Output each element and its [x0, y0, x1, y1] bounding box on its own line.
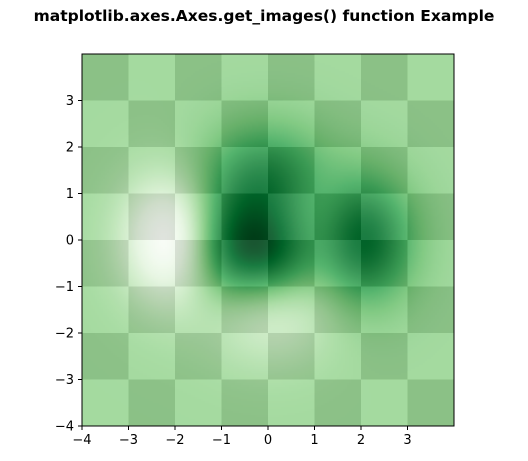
y-tick-label: −4 — [55, 420, 74, 435]
y-axis: 3 2 1 0 −1 −2 −3 −4 — [55, 94, 82, 435]
x-tick-label: 1 — [310, 433, 318, 448]
plot-area — [81, 53, 455, 427]
y-tick-label: 0 — [66, 234, 74, 249]
y-tick-label: −3 — [55, 373, 74, 388]
y-tick-label: 1 — [66, 187, 74, 202]
y-tick-label: −2 — [55, 327, 74, 342]
chart-title: matplotlib.axes.Axes.get_images() functi… — [34, 7, 495, 25]
x-tick-label: −2 — [165, 433, 184, 448]
x-tick-label: 0 — [264, 433, 272, 448]
y-tick-label: 3 — [66, 94, 74, 109]
overlay-image — [82, 54, 454, 426]
y-tick-label: 2 — [66, 141, 74, 156]
x-tick-label: −4 — [72, 433, 91, 448]
x-axis: −4 −3 −2 −1 0 1 2 3 — [72, 426, 412, 448]
x-tick-label: 3 — [403, 433, 411, 448]
x-tick-label: −1 — [212, 433, 231, 448]
x-tick-label: −3 — [119, 433, 138, 448]
x-tick-label: 2 — [357, 433, 365, 448]
y-tick-label: −1 — [55, 280, 74, 295]
